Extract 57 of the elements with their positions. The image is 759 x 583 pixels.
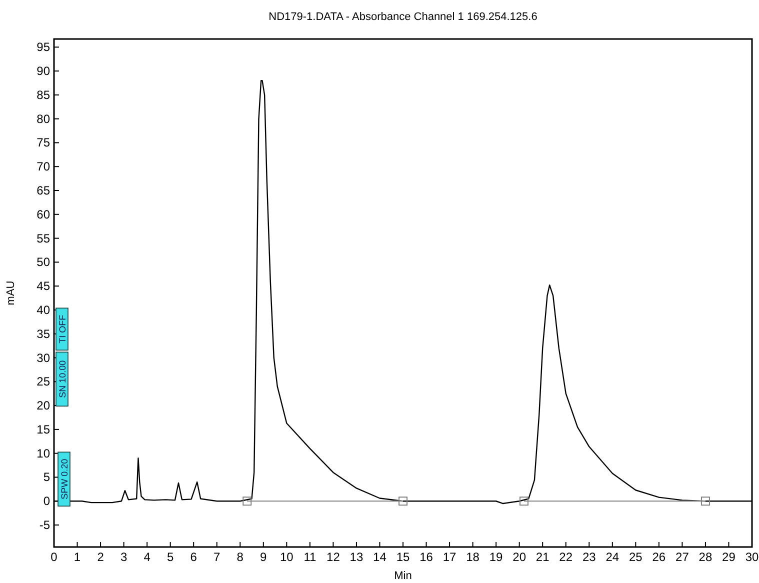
x-tick-label: 21 xyxy=(536,550,550,564)
x-axis-title: Min xyxy=(394,570,412,582)
y-tick-label: 15 xyxy=(36,422,50,436)
y-tick-label: 75 xyxy=(36,136,50,150)
x-tick-label: 15 xyxy=(396,550,410,564)
y-tick-label: 50 xyxy=(36,255,50,270)
y-tick-label: 55 xyxy=(36,231,50,246)
y-tick-label: 0 xyxy=(43,494,50,508)
y-tick-label: 65 xyxy=(36,183,50,198)
x-tick-label: 3 xyxy=(120,550,128,564)
annotation: TI OFF xyxy=(58,314,68,344)
x-tick-label: 1 xyxy=(74,550,81,564)
y-tick-label: 60 xyxy=(36,207,50,222)
x-tick-label: 11 xyxy=(304,550,316,564)
x-tick-label: 16 xyxy=(420,550,434,564)
x-tick-label: 17 xyxy=(442,550,457,564)
x-tick-label: 6 xyxy=(190,550,198,564)
y-tick-label: 10 xyxy=(36,446,50,460)
x-tick-label: 24 xyxy=(606,550,620,564)
x-tick-label: 28 xyxy=(698,550,712,564)
y-tick-label: 70 xyxy=(36,160,50,174)
y-tick-label: 30 xyxy=(36,350,50,365)
y-tick-label: 20 xyxy=(36,398,50,413)
x-tick-label: 5 xyxy=(166,550,174,564)
x-tick-label: 27 xyxy=(676,550,690,564)
x-tick-label: 25 xyxy=(628,550,643,564)
y-tick-label: -5 xyxy=(39,518,50,532)
y-tick-label: 90 xyxy=(36,64,50,78)
y-tick-label: 80 xyxy=(36,112,50,126)
x-tick-label: 23 xyxy=(582,550,596,564)
annotation: SN 10.00 xyxy=(58,360,68,398)
y-tick-label: 45 xyxy=(36,279,50,294)
chart-title: ND179-1.DATA - Absorbance Channel 1 169.254.125.6 xyxy=(268,11,538,23)
x-tick-label: 13 xyxy=(350,550,364,564)
x-tick-label: 26 xyxy=(652,550,666,564)
x-tick-label: 22 xyxy=(559,550,573,564)
x-tick-label: 18 xyxy=(466,550,480,564)
y-tick-label: 25 xyxy=(36,374,50,389)
x-tick-label: 19 xyxy=(489,550,504,564)
x-tick-label: 30 xyxy=(745,550,759,564)
x-tick-label: 10 xyxy=(280,550,294,564)
x-tick-label: 29 xyxy=(722,550,736,564)
x-tick-label: 2 xyxy=(97,550,104,564)
x-tick-label: 20 xyxy=(512,550,526,564)
x-tick-label: 9 xyxy=(260,550,268,564)
x-tick-label: 4 xyxy=(144,550,151,564)
y-tick-label: 85 xyxy=(36,88,50,102)
x-tick-label: 8 xyxy=(236,550,244,564)
x-tick-label: 7 xyxy=(214,550,221,564)
y-tick-label: 40 xyxy=(36,302,50,317)
x-tick-label: 12 xyxy=(326,550,340,564)
y-axis-title: mAU xyxy=(5,280,17,306)
annotation: SPW 0.20 xyxy=(60,458,70,500)
y-tick-label: 35 xyxy=(36,326,50,341)
x-tick-label: 14 xyxy=(373,550,387,564)
y-tick-label: 5 xyxy=(43,470,50,484)
y-tick-label: 95 xyxy=(36,40,50,54)
